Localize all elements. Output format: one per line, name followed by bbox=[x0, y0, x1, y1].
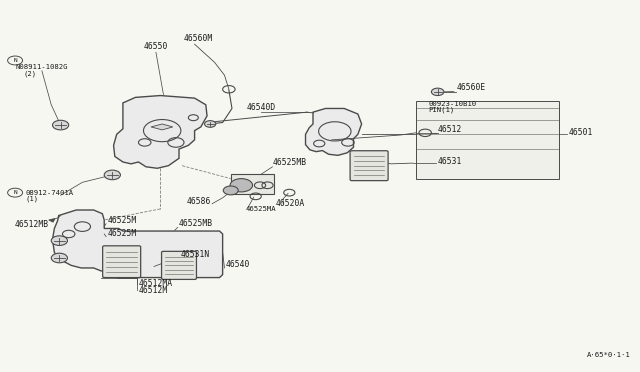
Text: (2): (2) bbox=[24, 70, 37, 77]
Text: 46520A: 46520A bbox=[276, 199, 305, 208]
Bar bbox=[231, 174, 275, 194]
Circle shape bbox=[223, 186, 238, 195]
Text: 46525M: 46525M bbox=[108, 229, 136, 238]
Text: 46501: 46501 bbox=[568, 128, 593, 137]
Text: (1): (1) bbox=[25, 195, 38, 202]
Text: 46586: 46586 bbox=[187, 197, 211, 206]
FancyBboxPatch shape bbox=[350, 151, 388, 181]
Text: 46550: 46550 bbox=[143, 42, 168, 51]
Text: 46512MB: 46512MB bbox=[15, 219, 49, 229]
Text: 46525MB: 46525MB bbox=[273, 158, 307, 167]
Text: 46540: 46540 bbox=[226, 260, 250, 269]
Text: 46525MA: 46525MA bbox=[246, 206, 276, 212]
Circle shape bbox=[230, 179, 253, 192]
Text: 46531: 46531 bbox=[438, 157, 462, 166]
Text: 46512M: 46512M bbox=[138, 286, 168, 295]
Text: 46525M: 46525M bbox=[108, 216, 136, 225]
Text: 08912-7401A: 08912-7401A bbox=[25, 190, 73, 196]
Text: A·65*0·1·1: A·65*0·1·1 bbox=[588, 352, 631, 358]
Text: 46540D: 46540D bbox=[246, 103, 276, 112]
Polygon shape bbox=[49, 218, 55, 222]
FancyBboxPatch shape bbox=[102, 246, 141, 278]
Text: 46560E: 46560E bbox=[456, 83, 486, 92]
Circle shape bbox=[431, 88, 444, 96]
Text: 46525MB: 46525MB bbox=[179, 219, 213, 228]
Text: 46531N: 46531N bbox=[181, 250, 210, 259]
Circle shape bbox=[205, 121, 216, 127]
Bar bbox=[416, 101, 559, 179]
Polygon shape bbox=[151, 124, 173, 130]
Circle shape bbox=[51, 236, 67, 246]
FancyBboxPatch shape bbox=[161, 251, 196, 279]
Text: PIN(1): PIN(1) bbox=[428, 106, 454, 113]
Circle shape bbox=[52, 120, 68, 130]
Polygon shape bbox=[305, 109, 362, 155]
Circle shape bbox=[104, 170, 120, 180]
Text: 46512MA: 46512MA bbox=[138, 279, 173, 288]
Polygon shape bbox=[52, 210, 223, 278]
Polygon shape bbox=[113, 96, 207, 168]
Text: N: N bbox=[13, 190, 17, 195]
Text: N08911-1082G: N08911-1082G bbox=[15, 64, 68, 70]
Text: N: N bbox=[13, 58, 17, 63]
Text: 00923-10B10: 00923-10B10 bbox=[428, 100, 476, 106]
Circle shape bbox=[51, 253, 67, 263]
Text: 46512: 46512 bbox=[438, 125, 462, 134]
Text: 46560M: 46560M bbox=[184, 34, 212, 43]
